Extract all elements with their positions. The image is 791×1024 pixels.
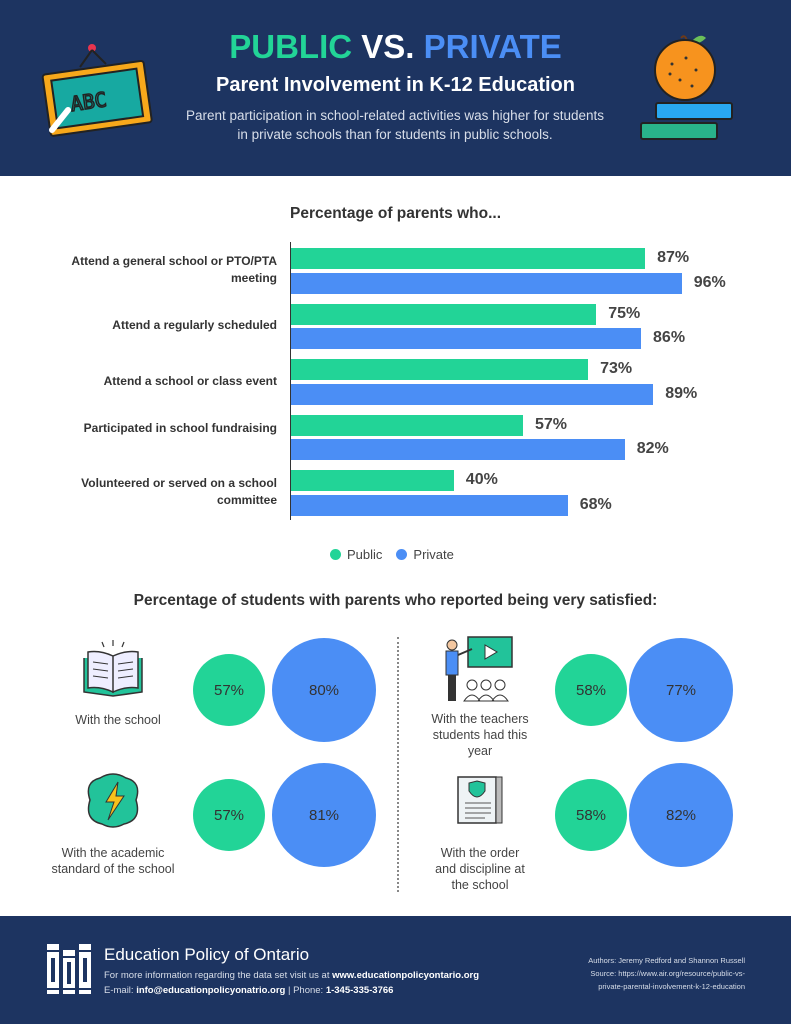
title-private: PRIVATE — [423, 28, 562, 65]
category-label: Attend a regularly scheduled — [112, 318, 277, 332]
source: Source: https://www.air.org/resource/pub… — [590, 969, 745, 991]
category-label: Attend a general school or PTO/PTA meeti… — [71, 254, 277, 285]
private-value-label: 96% — [693, 273, 726, 291]
chalkboard-icon: ABC — [41, 44, 153, 137]
satisfaction-caption: With the school — [75, 713, 161, 727]
category-label: Attend a school or class event — [103, 373, 277, 388]
footer: Education Policy of Ontario For more inf… — [0, 916, 791, 1024]
org-logo-icon — [47, 944, 91, 994]
authors: Authors: Jeremy Redford and Shannon Russ… — [588, 956, 745, 965]
public-value-label: 40% — [465, 471, 498, 488]
public-circle: 57% — [193, 654, 265, 726]
private-value-label: 86% — [653, 329, 686, 346]
private-bar — [291, 383, 654, 405]
brain-lightning-icon — [87, 773, 139, 828]
page-title: PUBLIC VS. PRIVATE — [0, 28, 791, 66]
category-label: Volunteered or served on a school commit… — [81, 476, 277, 507]
public-bar — [291, 303, 597, 325]
open-book-icon — [83, 640, 143, 697]
public-circle: 58% — [555, 654, 627, 726]
private-bar — [291, 272, 682, 294]
public-circle: 58% — [555, 779, 627, 851]
satisfaction-caption: With the order and discipline at the sch… — [435, 846, 525, 892]
satisfaction-caption: With the academic standard of the school — [51, 846, 175, 876]
apple-books-icon — [640, 35, 733, 140]
public-value-label: 57% — [534, 415, 568, 433]
legend-private: Private — [396, 547, 454, 562]
divider — [397, 637, 399, 892]
public-bar — [291, 248, 646, 269]
email-link[interactable]: info@educationpolicyonatrio.org — [136, 985, 286, 996]
email-label: E-mail: — [104, 985, 137, 996]
satisfaction-title: Percentage of students with parents who … — [133, 592, 658, 609]
public-bar — [291, 414, 523, 436]
page-subtitle: Parent Involvement in K-12 Education — [216, 74, 575, 96]
private-circle: 80% — [272, 638, 376, 742]
teacher-presentation-icon — [445, 636, 513, 702]
public-bar — [291, 359, 589, 380]
chart-legend: Public Private — [330, 547, 454, 562]
public-value-label: 87% — [657, 249, 690, 266]
chart-axis — [290, 242, 291, 520]
public-bar — [291, 470, 454, 491]
private-bar — [291, 494, 568, 516]
legend-public-label: Public — [347, 547, 383, 562]
private-value-label: 89% — [665, 384, 698, 402]
page-description: Parent participation in school-related a… — [186, 108, 604, 142]
private-bar — [291, 328, 642, 349]
private-value-label: 68% — [579, 495, 612, 513]
org-name: Education Policy of Ontario — [104, 945, 310, 964]
public-circle: 57% — [193, 779, 265, 851]
title-public: PUBLIC — [229, 28, 353, 65]
public-value-label: 73% — [600, 360, 633, 377]
chart-title: Percentage of parents who... — [289, 205, 502, 222]
website-link[interactable]: www.educationpolicyontario.org — [332, 970, 480, 981]
phone-label: | Phone: — [285, 985, 326, 996]
legend-private-label: Private — [413, 547, 454, 562]
info-prefix: For more information regarding the data … — [104, 970, 333, 981]
info-line: For more information regarding the data … — [104, 968, 479, 983]
svg-text:ABC: ABC — [69, 87, 108, 116]
phone-number: 1-345-335-3766 — [325, 985, 394, 996]
private-circle: 81% — [272, 763, 376, 867]
private-circle: 77% — [629, 638, 733, 742]
category-label: Participated in school fundraising — [83, 420, 277, 435]
public-value-label: 75% — [608, 304, 641, 322]
title-vs: VS. — [361, 28, 415, 65]
satisfaction-caption: With the teachers students had this year — [431, 712, 529, 758]
legend-public: Public — [330, 547, 382, 562]
private-bar — [291, 439, 625, 460]
private-circle: 82% — [629, 763, 733, 867]
private-value-label: 82% — [636, 440, 669, 457]
contact-line: E-mail: info@educationpolicyonatrio.org … — [104, 983, 479, 998]
header: ABC PUBLIC VS. PRIVATE Parent Involvemen… — [0, 0, 791, 176]
document-shield-icon — [457, 776, 503, 824]
